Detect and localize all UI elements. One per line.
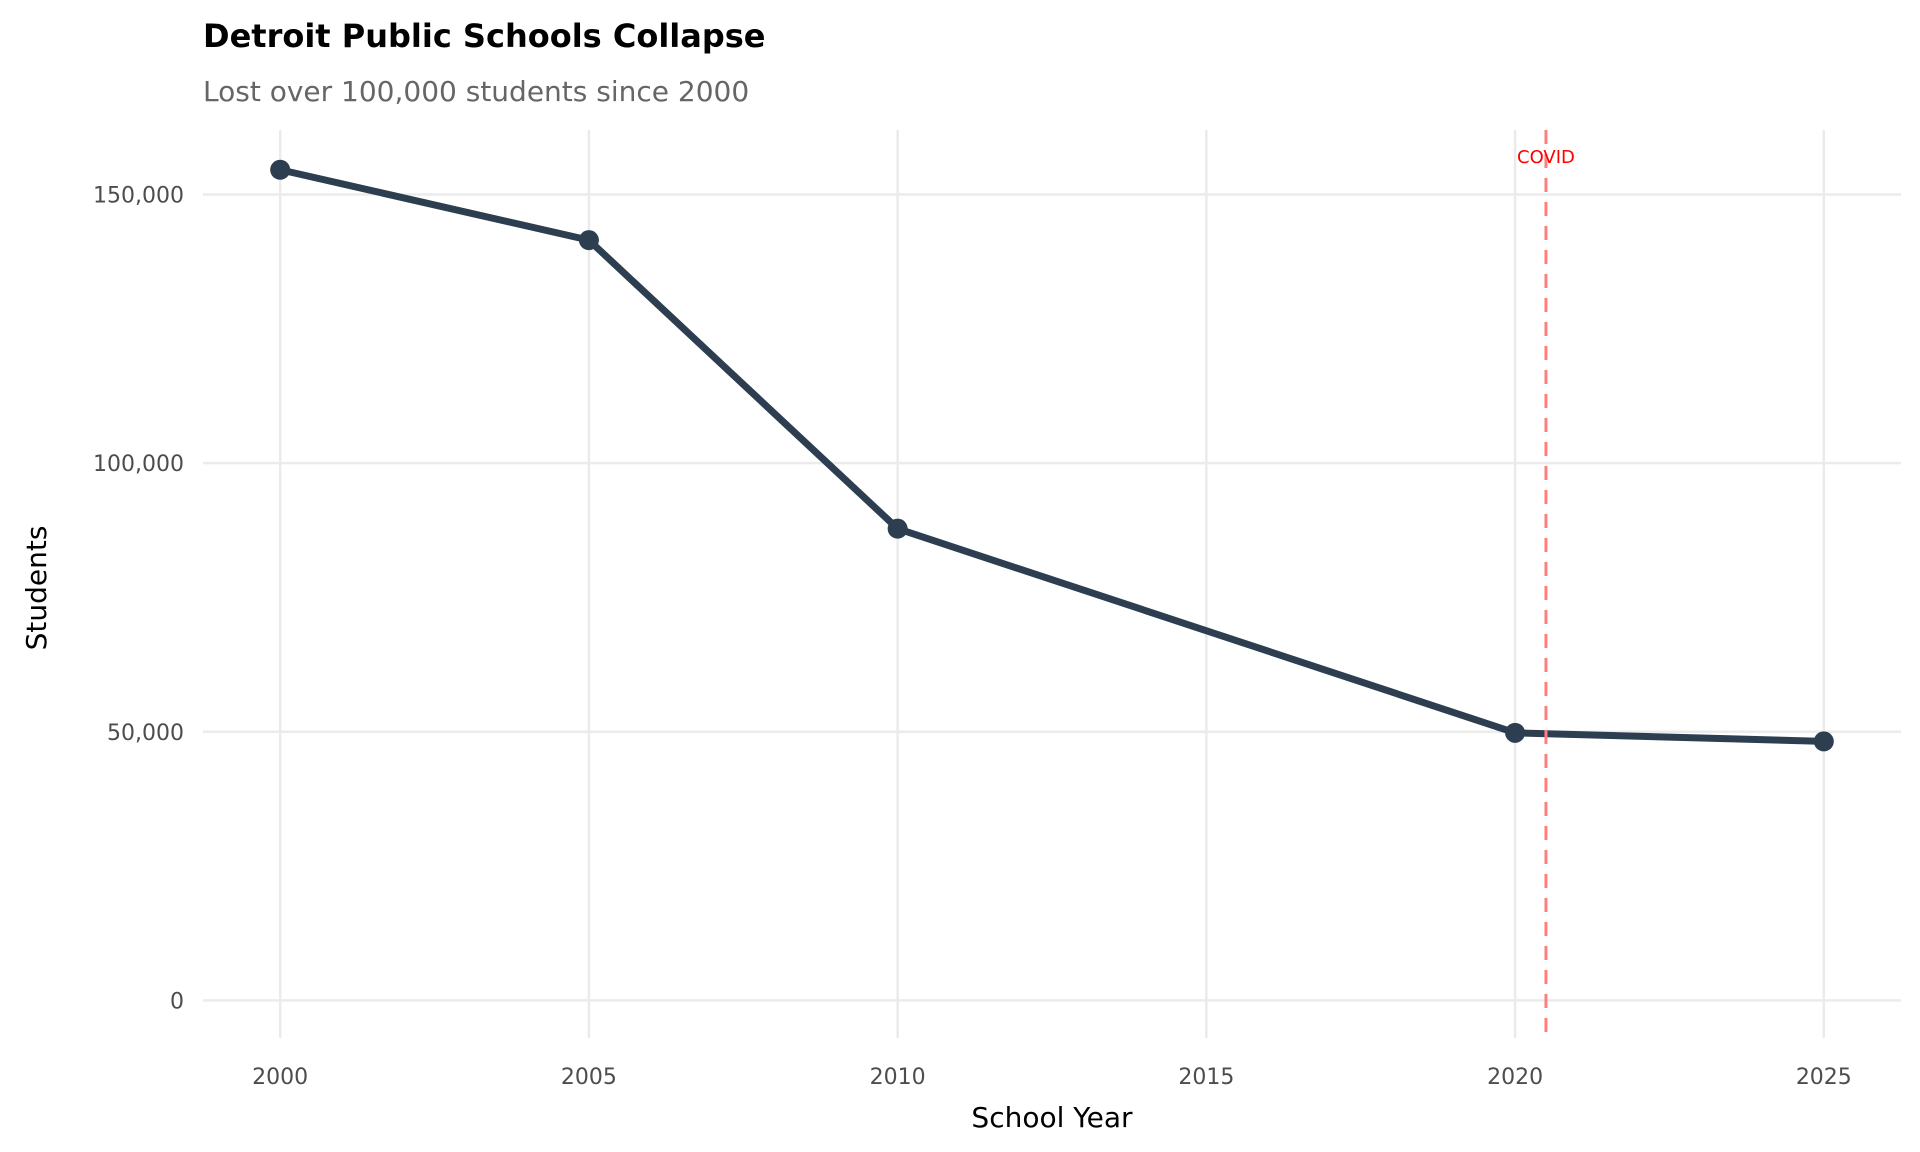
x-tick-label: 2010 — [870, 1065, 926, 1090]
data-point — [1813, 731, 1834, 752]
x-axis-title: School Year — [971, 1101, 1133, 1134]
x-tick-label: 2015 — [1178, 1065, 1234, 1090]
series-line — [279, 166, 1824, 745]
y-tick-label: 100,000 — [93, 452, 184, 477]
x-tick-label: 2020 — [1487, 1065, 1543, 1090]
x-tick-label: 2000 — [252, 1065, 308, 1090]
data-point — [270, 159, 291, 180]
y-tick-label: 50,000 — [107, 721, 184, 746]
data-point — [1505, 722, 1526, 743]
x-tick-label: 2005 — [561, 1065, 617, 1090]
chart-title: Detroit Public Schools Collapse — [203, 17, 766, 55]
data-point — [887, 518, 908, 539]
covid-annotation: COVID — [1517, 147, 1575, 168]
y-tick-label: 150,000 — [93, 183, 184, 208]
y-axis-title: Students — [20, 526, 53, 651]
x-tick-label: 2025 — [1796, 1065, 1852, 1090]
chart-subtitle: Lost over 100,000 students since 2000 — [203, 75, 749, 108]
data-point — [578, 230, 599, 251]
y-tick-label: 0 — [170, 989, 184, 1014]
